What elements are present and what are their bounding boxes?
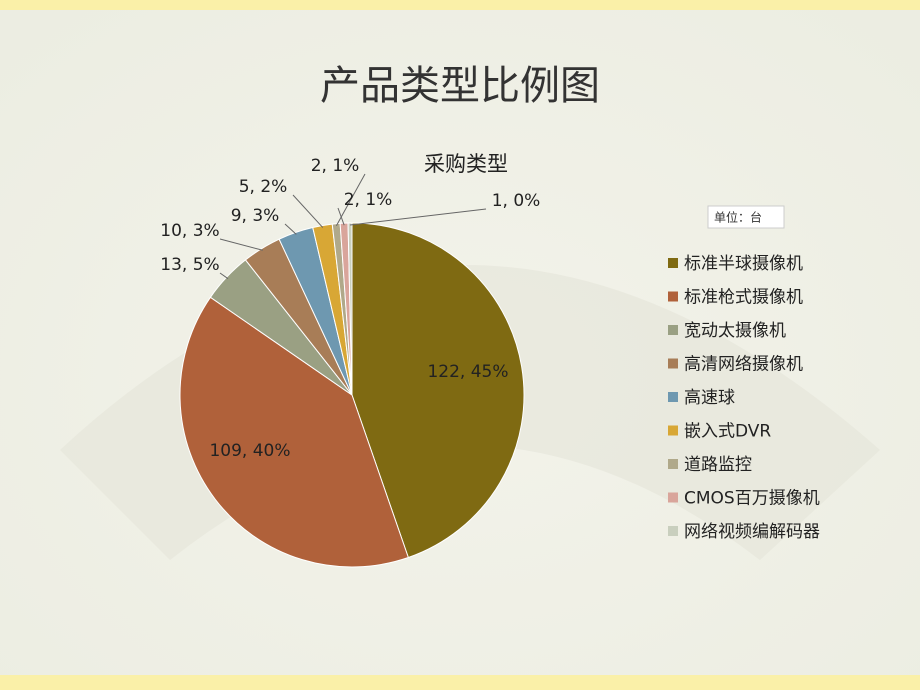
legend-swatch xyxy=(668,425,678,436)
leader-line xyxy=(337,207,345,226)
legend-swatch xyxy=(668,526,678,536)
slide-title: 产品类型比例图 xyxy=(320,63,600,109)
legend-label: 标准枪式摄像机 xyxy=(684,288,803,308)
legend-label: 道路监控 xyxy=(684,455,752,475)
leader-line xyxy=(219,272,229,280)
data-label: 109, 40% xyxy=(209,441,290,461)
legend-label: 网络视频编解码器 xyxy=(684,522,820,542)
legend-swatch xyxy=(668,358,678,369)
legend-swatch xyxy=(668,325,678,335)
legend-label: 嵌入式DVR xyxy=(684,422,771,442)
leader-line xyxy=(219,238,263,251)
legend-swatch xyxy=(668,258,678,268)
top-band xyxy=(0,0,920,10)
legend-label: 宽动太摄像机 xyxy=(684,321,786,341)
bottom-band xyxy=(0,675,920,690)
chart-title: 采购类型 xyxy=(424,152,508,176)
legend-swatch xyxy=(668,459,678,469)
data-label: 9, 3% xyxy=(231,206,280,226)
legend-swatch xyxy=(668,392,678,402)
unit-note: 单位：台 xyxy=(714,210,762,225)
leader-line xyxy=(292,194,324,228)
data-label: 2, 1% xyxy=(344,190,393,210)
legend-label: 高速球 xyxy=(684,388,735,408)
data-label: 13, 5% xyxy=(160,255,219,275)
leader-line xyxy=(284,223,297,235)
data-label: 2, 1% xyxy=(311,156,360,176)
data-label: 1, 0% xyxy=(492,191,541,211)
pie-slice xyxy=(351,222,525,559)
pie-slice xyxy=(347,222,353,396)
legend-label: 高清网络摄像机 xyxy=(684,355,803,375)
pie: 122, 45% 109, 40% 13, 5% 10, 3% 9, 3% 5, 2% 2,… xyxy=(160,156,541,568)
data-label: 10, 3% xyxy=(160,221,219,241)
legend-label: 标准半球摄像机 xyxy=(684,254,803,274)
data-label: 122, 45% xyxy=(427,362,508,382)
legend-label: CMOS百万摄像机 xyxy=(684,489,820,509)
legend-swatch xyxy=(668,291,678,302)
data-label: 5, 2% xyxy=(239,177,288,197)
pie-slice xyxy=(179,296,409,568)
unit-box xyxy=(707,205,785,229)
legend-swatch xyxy=(668,492,678,503)
leader-line xyxy=(349,208,487,226)
